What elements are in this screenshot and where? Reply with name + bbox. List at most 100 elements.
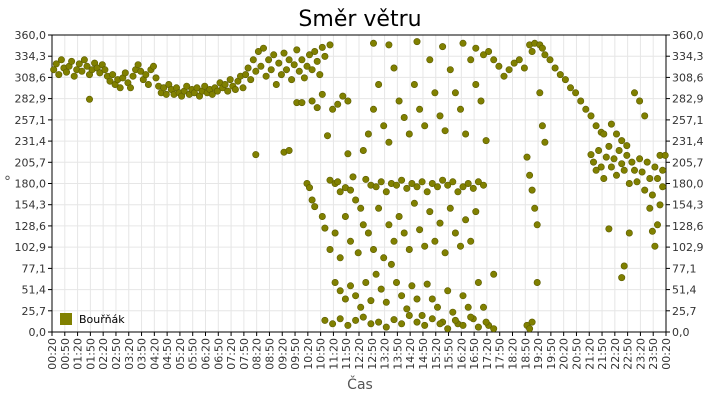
data-point (439, 43, 447, 51)
data-point (392, 181, 400, 189)
y-tick-label: 25,7 (22, 305, 47, 318)
data-point (472, 208, 480, 216)
data-point (375, 318, 383, 326)
y-ticks-left: 0,0 25,7 51,4 77,1 102,9 128,6 154,3 180,0 205,7… (15, 29, 52, 339)
data-point (293, 46, 301, 54)
data-point (382, 323, 390, 331)
data-point (528, 47, 536, 55)
x-tick-label: 00:50 (59, 338, 72, 370)
x-tick-label: 19:20 (532, 338, 545, 370)
data-point (446, 66, 454, 74)
data-point (101, 66, 109, 74)
y-tick-label: 128,6 (672, 220, 704, 233)
data-point (280, 49, 288, 57)
data-point (474, 278, 482, 286)
data-point (661, 151, 669, 159)
data-point (533, 221, 541, 229)
x-tick-label: 17:20 (481, 338, 494, 370)
data-point (362, 278, 370, 286)
x-tick-label: 21:50 (596, 338, 609, 370)
data-point (357, 303, 365, 311)
data-point (387, 260, 395, 268)
data-point (587, 151, 595, 159)
data-point (385, 41, 393, 49)
data-point (556, 71, 564, 79)
data-point (86, 95, 94, 103)
data-point (464, 180, 472, 188)
data-point (423, 280, 431, 288)
data-point (329, 320, 337, 328)
data-point (57, 56, 65, 64)
data-point (344, 97, 352, 105)
y-tick-label: 154,3 (672, 199, 704, 212)
data-point (533, 278, 541, 286)
data-point (538, 44, 546, 52)
x-tick-label: 21:20 (583, 338, 596, 370)
data-point (375, 204, 383, 212)
x-tick-label: 16:20 (455, 338, 468, 370)
data-point (618, 160, 626, 168)
data-point (587, 112, 595, 120)
data-point (541, 51, 549, 59)
data-point (83, 62, 91, 70)
data-point (359, 313, 367, 321)
data-point (331, 278, 339, 286)
data-point (636, 97, 644, 105)
data-point (441, 249, 449, 257)
x-tick-label: 11:50 (340, 338, 353, 370)
data-point (369, 39, 377, 47)
x-tick-label: 04:20 (148, 338, 161, 370)
data-point (52, 60, 60, 68)
data-point (500, 72, 508, 80)
data-point (275, 59, 283, 67)
y-tick-label: 205,7 (672, 156, 704, 169)
data-point (625, 180, 633, 188)
y-tick-label: 51,4 (672, 284, 697, 297)
data-point (298, 99, 306, 107)
data-point (600, 130, 608, 138)
data-point (449, 178, 457, 186)
data-point (344, 321, 352, 329)
data-point (354, 249, 362, 257)
data-point (653, 221, 661, 229)
data-point (479, 51, 487, 59)
data-point (239, 84, 247, 92)
data-point (352, 292, 360, 300)
data-point (375, 81, 383, 89)
data-point (433, 183, 441, 191)
data-point (479, 303, 487, 311)
data-point (405, 246, 413, 254)
data-point (416, 105, 424, 113)
data-point (633, 178, 641, 186)
data-point (454, 188, 462, 196)
data-point (134, 61, 142, 69)
data-point (321, 316, 329, 324)
data-point (369, 105, 377, 113)
data-point (129, 72, 137, 80)
data-point (160, 84, 168, 92)
data-point (641, 112, 649, 120)
x-axis-label: Čas (347, 375, 373, 393)
data-point (334, 100, 342, 108)
data-point (416, 226, 424, 234)
data-point (623, 151, 631, 159)
data-point (520, 64, 528, 72)
data-point (270, 51, 278, 59)
data-point (572, 89, 580, 97)
data-point (68, 57, 76, 65)
data-point (413, 318, 421, 326)
y-tick-label: 102,9 (672, 241, 704, 254)
data-point (244, 64, 252, 72)
data-point (628, 158, 636, 166)
x-tick-label: 09:50 (289, 338, 302, 370)
data-point (490, 56, 498, 64)
data-points (50, 38, 669, 333)
x-tick-label: 08:20 (251, 338, 264, 370)
data-point (137, 67, 145, 75)
data-point (651, 163, 659, 171)
data-point (625, 229, 633, 237)
data-point (346, 237, 354, 245)
data-point (377, 178, 385, 186)
data-point (410, 199, 418, 207)
data-point (267, 66, 275, 74)
